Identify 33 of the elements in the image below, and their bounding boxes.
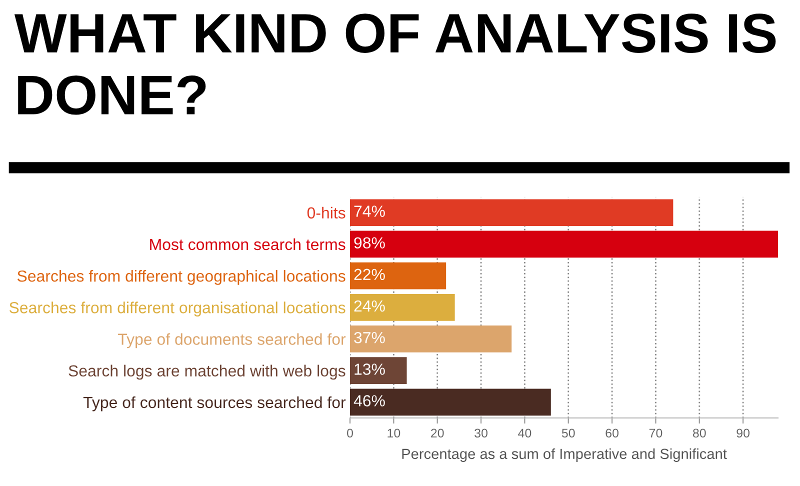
bar bbox=[350, 199, 674, 226]
data-label: 13% bbox=[354, 364, 385, 375]
y-tick-label: Type of content sources searched for bbox=[83, 396, 346, 412]
data-label: 98% bbox=[354, 237, 385, 249]
data-label: 22% bbox=[354, 268, 385, 280]
data-label: 24% bbox=[354, 300, 385, 312]
x-tick-label: 40 bbox=[518, 428, 532, 438]
data-label: 74% bbox=[354, 206, 385, 217]
bar bbox=[350, 262, 446, 290]
y-tick-label: 0-hits bbox=[307, 206, 346, 219]
x-tick-label: 60 bbox=[606, 428, 619, 438]
x-tick-label: 50 bbox=[562, 428, 575, 438]
chart-title: WHAT KIND OF ANALYSIS IS DONE? bbox=[14, 14, 776, 115]
bar bbox=[350, 294, 455, 321]
bar bbox=[350, 388, 551, 416]
x-tick-label: 30 bbox=[474, 428, 488, 438]
y-tick-label: Most common search terms bbox=[150, 238, 346, 250]
data-label: 46% bbox=[354, 395, 385, 406]
x-tick-label: 10 bbox=[388, 428, 400, 438]
x-tick-label: 0 bbox=[347, 428, 353, 438]
y-tick-label: Searches from different geographical locations bbox=[17, 270, 346, 285]
x-tick-label: 90 bbox=[736, 428, 750, 438]
bar bbox=[350, 326, 512, 352]
x-tick-label: 20 bbox=[431, 428, 444, 438]
x-tick-label: 80 bbox=[692, 428, 706, 438]
bar bbox=[350, 357, 407, 384]
y-tick-label: Type of documents searched for bbox=[118, 333, 346, 348]
data-label: 37% bbox=[354, 332, 385, 344]
bar bbox=[350, 230, 778, 258]
y-tick-label: Searches from different organisational locations bbox=[9, 302, 346, 316]
y-tick-label: Search logs are matched with web logs bbox=[68, 364, 346, 380]
x-tick-label: 70 bbox=[649, 428, 662, 438]
x-axis-title: Percentage as a sum of Imperative and Significant bbox=[402, 448, 727, 462]
